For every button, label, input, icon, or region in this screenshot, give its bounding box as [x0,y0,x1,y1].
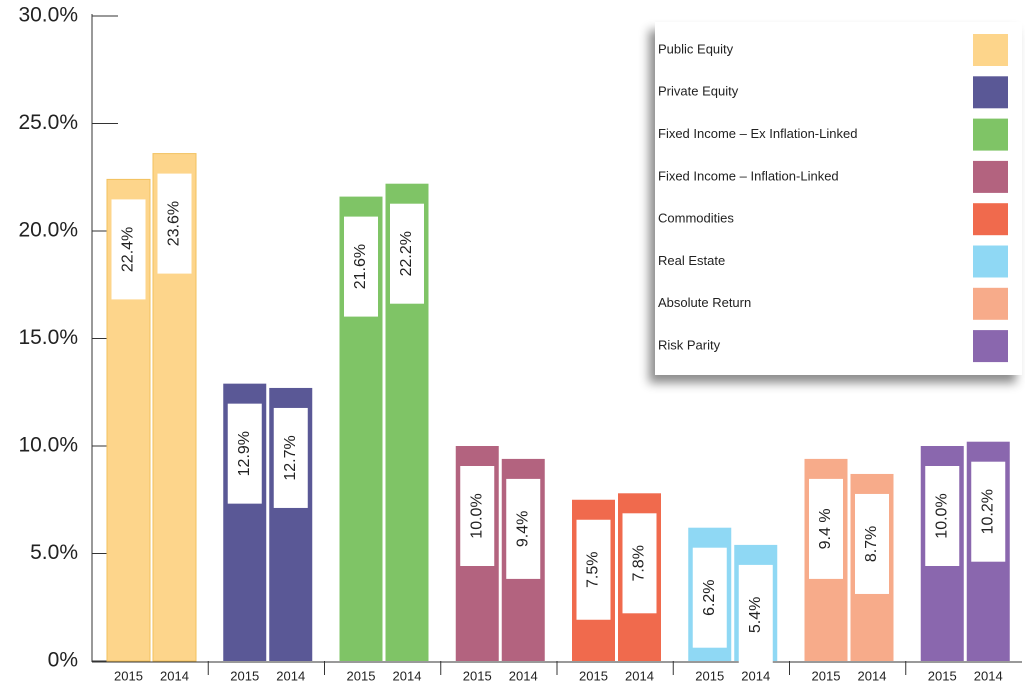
y-tick-label: 0% [48,649,78,672]
data-label-box [273,407,308,508]
legend-swatch [973,118,1008,151]
legend-label: Real Estate [658,253,725,268]
x-tick-label: 2015 [928,668,957,683]
x-tick-label: 2015 [812,668,841,683]
y-tick-label: 15.0% [18,326,78,349]
legend-swatch [973,330,1008,363]
y-tick-label: 20.0% [18,219,78,242]
data-label: 6.2% [701,579,718,615]
data-label-box [971,461,1006,562]
data-label: 7.8% [631,545,648,581]
x-tick-label: 2014 [625,668,654,683]
x-tick-label: 2014 [509,668,538,683]
legend-label: Fixed Income – Ex Inflation-Linked [658,126,857,141]
legend-label: Commodities [658,211,734,226]
x-tick-label: 2015 [114,668,143,683]
legend-label: Absolute Return [658,295,751,310]
y-tick-label: 25.0% [18,111,78,134]
x-tick-label: 2014 [276,668,305,683]
data-label-box [390,203,424,304]
legend-swatch [973,245,1008,278]
data-label-box [692,547,727,648]
data-label: 22.4% [120,227,137,272]
x-tick-label: 2014 [974,668,1003,683]
data-label: 9.4% [514,511,531,547]
legend-swatch [973,76,1008,109]
data-label: 5.4% [747,597,764,633]
data-label: 23.6% [166,201,183,246]
data-label: 21.6% [352,244,369,289]
data-label-box [344,216,378,317]
x-tick-label: 2015 [463,668,492,683]
data-label: 22.2% [398,231,415,276]
legend-label: Risk Parity [658,338,721,353]
y-tick-label: 5.0% [30,541,78,564]
x-tick-label: 2015 [230,668,259,683]
data-label-box [157,173,192,274]
x-tick-label: 2015 [579,668,608,683]
data-label-box [925,466,960,566]
data-label: 12.9% [236,431,253,476]
data-label: 10.0% [468,493,485,538]
legend-swatch [973,160,1008,193]
x-tick-label: 2014 [160,668,189,683]
data-label-box [506,478,541,579]
data-label-box [809,478,843,579]
data-label-box [738,564,773,665]
data-label: 9.4 % [817,508,834,549]
x-tick-label: 2015 [695,668,724,683]
data-label-box [460,466,495,566]
y-tick-label: 30.0% [18,4,78,27]
data-label-box [111,199,146,300]
legend-label: Fixed Income – Inflation-Linked [658,168,839,183]
data-label: 10.2% [979,489,996,534]
data-label-box [855,493,889,594]
legend-label: Public Equity [658,41,734,56]
legend-box [655,22,1022,375]
data-label-box [227,403,262,504]
data-label-box [576,519,611,620]
data-label-box [622,513,657,614]
legend-swatch [973,203,1008,236]
legend-swatch [973,287,1008,320]
legend-label: Private Equity [658,84,739,99]
y-tick-label: 10.0% [18,434,78,457]
x-tick-label: 2014 [393,668,422,683]
legend-swatch [973,34,1008,66]
data-label: 7.5% [585,552,602,588]
x-tick-label: 2014 [858,668,887,683]
data-label: 8.7% [863,526,880,562]
x-tick-label: 2015 [347,668,376,683]
data-label: 12.7% [282,435,299,480]
x-tick-label: 2014 [741,668,770,683]
data-label: 10.0% [933,493,950,538]
